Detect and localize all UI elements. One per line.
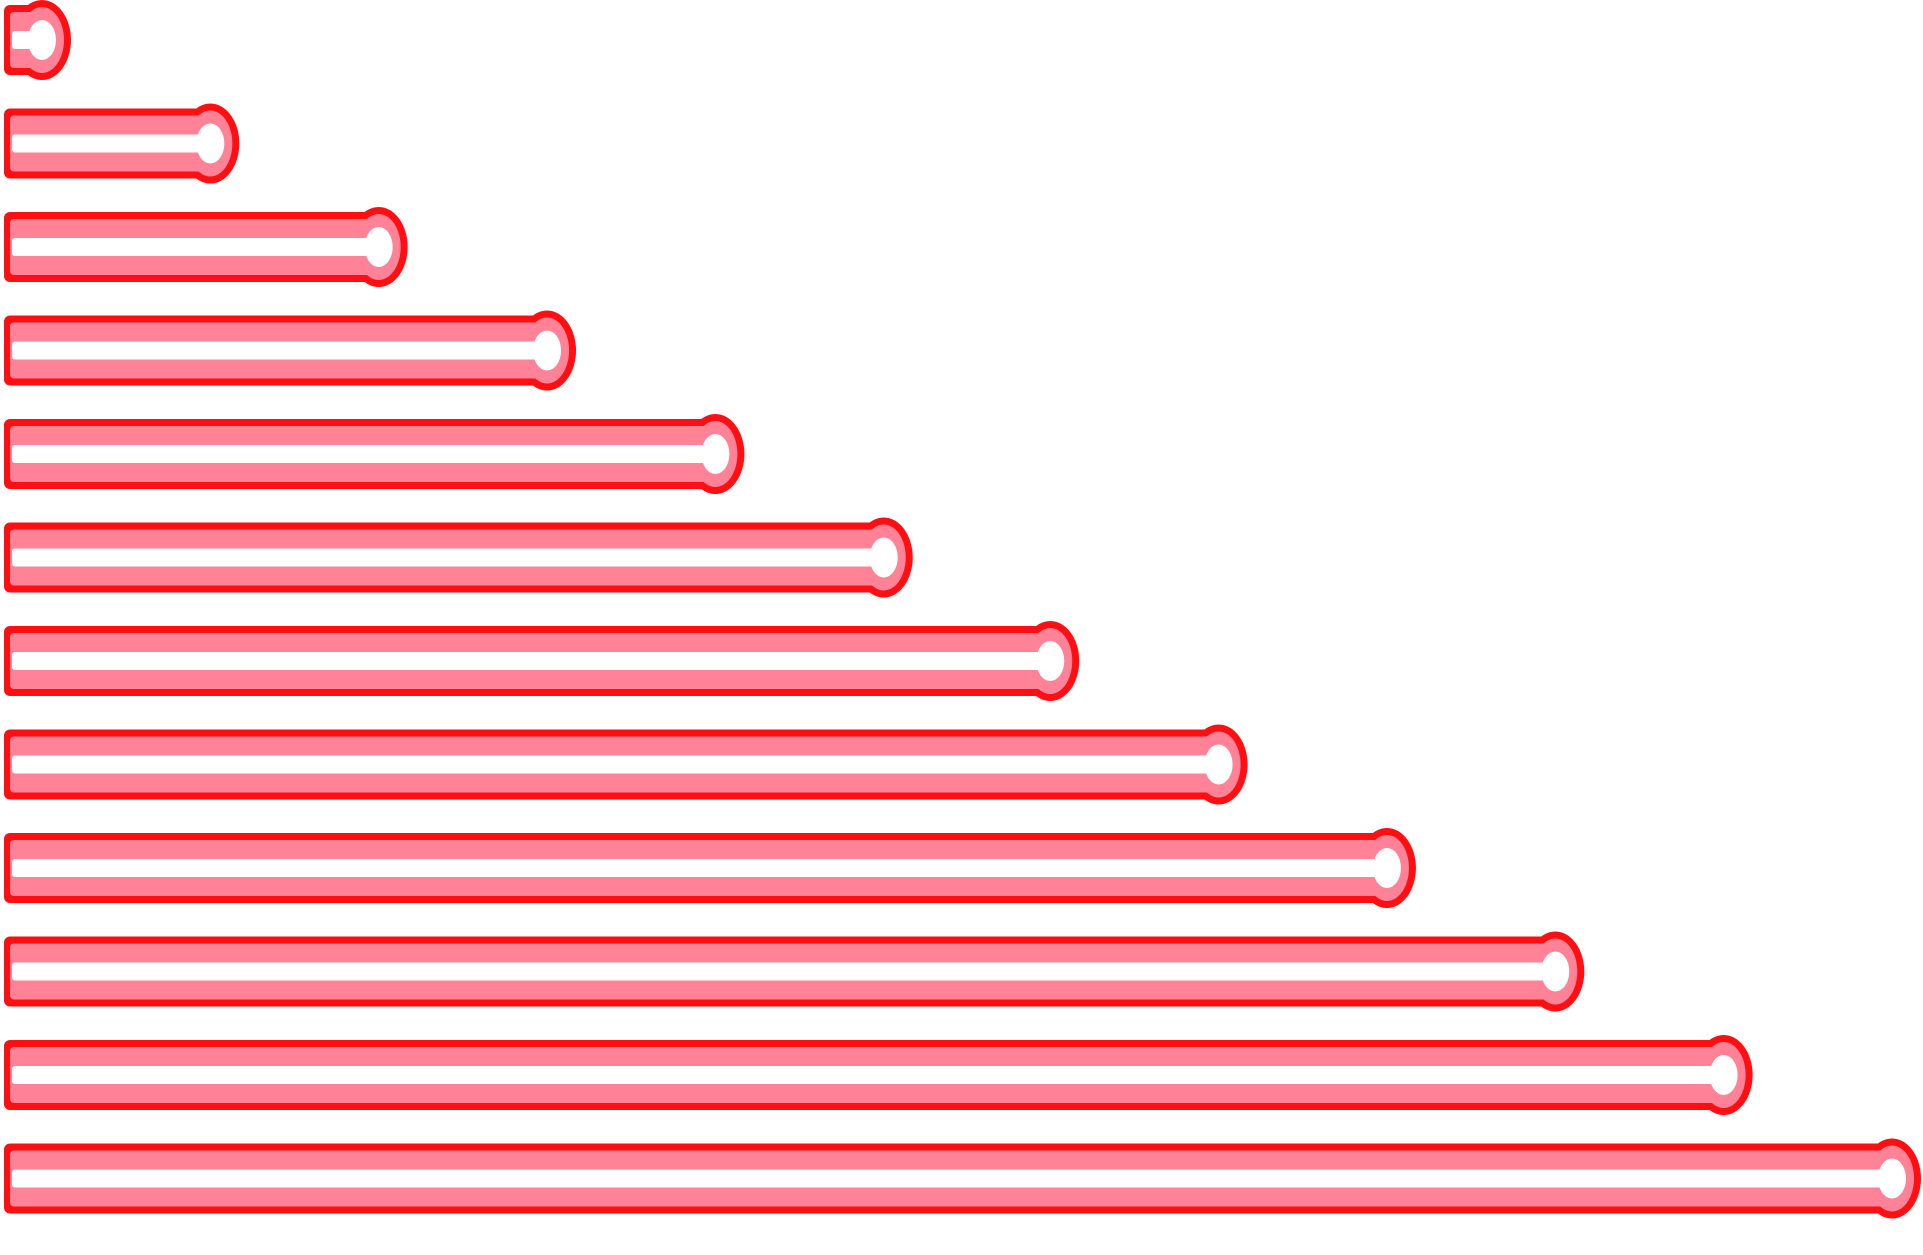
bar-highlight — [12, 134, 211, 153]
bar-sprite-4 — [4, 310, 577, 391]
bar-cap-highlight — [1541, 951, 1570, 992]
bar-highlight — [12, 859, 1387, 877]
bar-sprite-5 — [4, 414, 745, 494]
bar-sprite-12 — [4, 1138, 1921, 1219]
bar-sprite-9 — [4, 828, 1416, 908]
bar-highlight — [12, 1169, 1892, 1188]
bar-highlight — [12, 755, 1219, 774]
bar-highlight — [12, 1066, 1724, 1084]
bar-highlight — [12, 341, 548, 360]
bar-cap-highlight — [364, 227, 393, 267]
bar-cap-highlight — [1204, 744, 1233, 785]
bar-highlight — [12, 652, 1051, 670]
bar-highlight — [12, 445, 716, 463]
bar-cap-highlight — [701, 434, 730, 474]
bar-sprite-11 — [4, 1035, 1753, 1115]
bar-sprite-7 — [4, 621, 1080, 701]
bar-cap-highlight — [533, 330, 562, 371]
bar-highlight — [12, 548, 884, 567]
bar-cap-highlight — [196, 123, 225, 164]
bar-sprite-10 — [4, 931, 1585, 1012]
bar-cap-highlight — [28, 20, 56, 60]
bar-cap-highlight — [1709, 1055, 1738, 1095]
bar-cap-highlight — [1878, 1158, 1906, 1199]
bar-highlight — [12, 238, 379, 256]
bar-cap-highlight — [1372, 848, 1401, 888]
bar-highlight — [12, 962, 1556, 981]
bar-sprite-1 — [4, 0, 71, 80]
bar-sprite-8 — [4, 724, 1248, 805]
bar-cap-highlight — [1036, 641, 1065, 681]
bar-sprite-2 — [4, 103, 240, 184]
bar-sprite-6 — [4, 517, 913, 598]
bar-cap-highlight — [869, 537, 898, 578]
bar-sprite-3 — [4, 207, 408, 287]
